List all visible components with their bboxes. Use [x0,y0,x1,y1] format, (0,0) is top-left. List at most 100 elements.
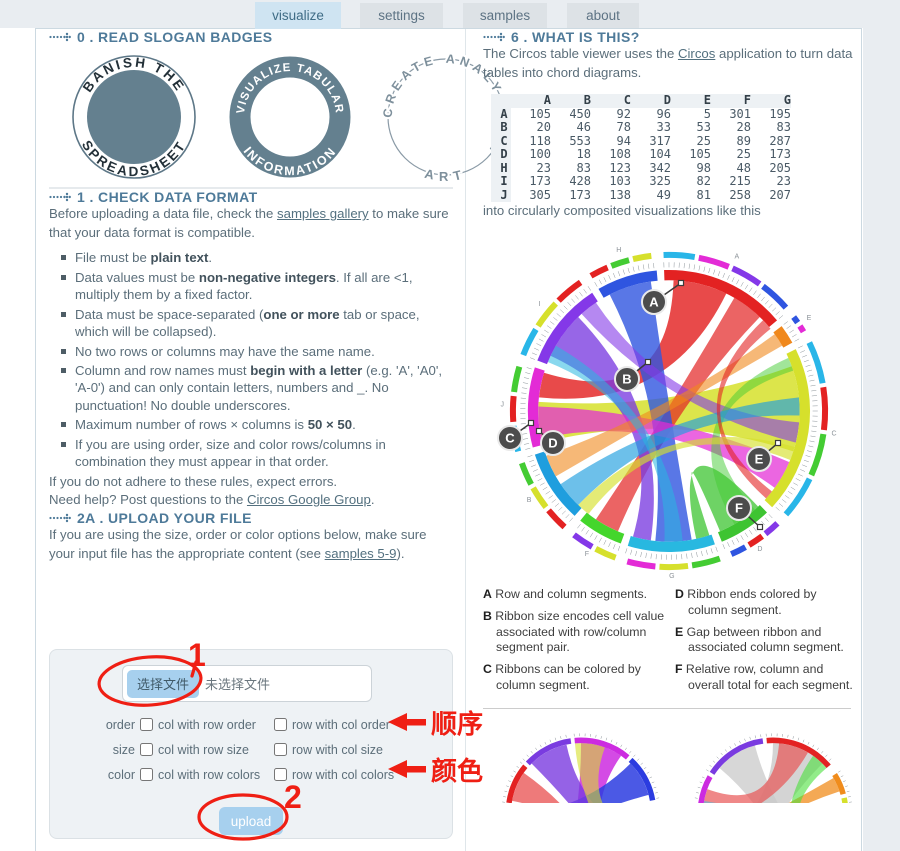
table-row-header: H [491,161,511,176]
text-link[interactable]: samples gallery [277,206,369,221]
choose-file-button[interactable]: 选择文件 [127,669,200,698]
diagram-callout-c: C [497,425,523,452]
table-cell: 92 [616,106,631,121]
left-column: 0 . READ SLOGAN BADGES BANISH THE SPREADS… [49,29,509,839]
slogan-badges: BANISH THE SPREADSHEET VISUALIZE TABULAR IN… [63,53,509,181]
legend-divider [483,707,851,709]
text-link[interactable]: Circos Google Group [246,492,371,508]
svg-text:G: G [669,573,674,580]
upload-button[interactable]: upload [218,807,284,835]
tab-visualize[interactable]: visualize [255,2,341,29]
legend-item-c: C Ribbons can be colored by column segme… [483,662,641,692]
column-divider [465,29,466,851]
section-divider [49,187,453,189]
svg-text:E: E [807,315,812,322]
example-chord-diagram-1 [489,715,665,803]
section-0-title: 0 . READ SLOGAN BADGES [77,29,273,45]
table-col-header: E [671,94,711,108]
slogan-badge-3: CREATE ANALYTICALART [375,53,517,181]
format-rule: Column and row names must begin with a l… [59,362,453,414]
table-col-header: B [551,94,591,108]
table-cell: 287 [769,133,791,148]
svg-text:F: F [585,551,589,558]
table-cell: 103 [609,174,631,189]
tab-samples[interactable]: samples [463,3,547,28]
legend-item-d: D Ribbon ends colored by column segment. [675,587,817,617]
table-row-header: B [491,121,511,135]
table-cell: 138 [609,187,631,202]
table-cell: 258 [729,187,751,202]
format-outro: If you do not adhere to these rules, exp… [49,473,338,489]
table-cell: 94 [616,133,631,148]
checkbox-col-with-row-colors[interactable]: col with row colors [140,768,274,782]
checkbox-row-with-col-colors[interactable]: row with col colors [274,768,408,782]
table-cell: 23 [536,160,551,175]
table-cell: 48 [736,160,751,175]
checkbox-input[interactable] [140,768,153,781]
table-cell: 5 [703,106,711,121]
table-cell: 195 [769,106,791,121]
table-row-header: C [491,134,511,149]
option-row-color: color col with row colors row with col col… [50,762,452,787]
table-cell: 25 [736,147,751,162]
checkbox-input[interactable] [140,718,153,731]
table-row: H 23 83 123 342 98 48 205 [491,160,791,176]
table-cell: 25 [696,133,711,148]
option-group-label: size [112,742,135,757]
dotted-arrow-icon [49,30,71,44]
svg-text:A: A [735,254,740,261]
svg-text:B: B [527,497,532,504]
table-cell: 49 [656,187,671,202]
checkbox-input[interactable] [274,718,287,731]
table-cell: 81 [696,187,711,202]
legend-item-b: B Ribbon size encodes cell value associa… [483,608,665,655]
checkbox-input[interactable] [274,743,287,756]
table-cell: 33 [656,120,671,135]
checkbox-input[interactable] [140,743,153,756]
upload-options: order col with row order row with col orde… [50,712,452,787]
diagram-legend: A Row and column segments. B Ribbon size … [483,587,857,699]
table-cell: 301 [729,106,751,121]
right-column: 6 . WHAT IS THIS? The Circos table viewe… [483,29,857,803]
section-1-heading: 1 . CHECK DATA FORMAT [49,189,453,205]
table-cell: 215 [729,174,751,189]
checkbox-col-with-row-order[interactable]: col with row order [140,718,274,732]
table-cell: 46 [576,120,591,135]
tab-about[interactable]: about [567,3,639,28]
table-row-header: A [491,107,511,122]
table-col-header: G [751,94,791,108]
text-link[interactable]: Circos [677,46,716,61]
data-table: A B C D E F G A 105 450 92 96 5 301 195 B 20 46 78 33 53 28 83… [491,94,791,203]
table-cell: 317 [649,133,671,148]
format-rules-list: File must be plain text. Data values must… [49,249,453,470]
format-rule: Maximum number of rows × columns is 50 ×… [59,416,453,433]
section-6-heading: 6 . WHAT IS THIS? [483,29,857,45]
checkbox-row-with-col-order[interactable]: row with col order [274,718,408,732]
table-col-header: A [511,94,551,108]
tab-settings[interactable]: settings [360,3,443,28]
table-col-header: D [631,94,671,108]
no-file-text: 未选择文件 [205,677,271,692]
text-link[interactable]: samples 5-9 [324,545,397,561]
option-group-label: order [105,717,135,732]
slogan-badge-2: VISUALIZE TABULAR INFORMATION [219,53,361,181]
table-row-header: J [491,188,511,203]
table-cell: 89 [736,133,751,148]
file-input[interactable]: 选择文件 未选择文件 [122,665,372,702]
checkbox-row-with-col-size[interactable]: row with col size [274,743,408,757]
legend-item-a: A Row and column segments. [483,587,648,602]
checkbox-col-with-row-size[interactable]: col with row size [140,743,274,757]
table-cell: 28 [736,120,751,135]
table-cell: 173 [569,187,591,202]
table-row: A 105 450 92 96 5 301 195 [491,106,791,122]
table-cell: 342 [649,160,671,175]
table-cell: 100 [529,147,551,162]
option-row-order: order col with row order row with col orde… [50,712,452,737]
checkbox-input[interactable] [274,768,287,781]
right-band [863,0,900,851]
svg-text:C: C [831,431,836,438]
table-row: B 20 46 78 33 53 28 83 [491,121,791,135]
table-cell: 325 [649,174,671,189]
main-panel: 0 . READ SLOGAN BADGES BANISH THE SPREADS… [35,28,862,851]
dotted-arrow-icon [49,190,71,204]
